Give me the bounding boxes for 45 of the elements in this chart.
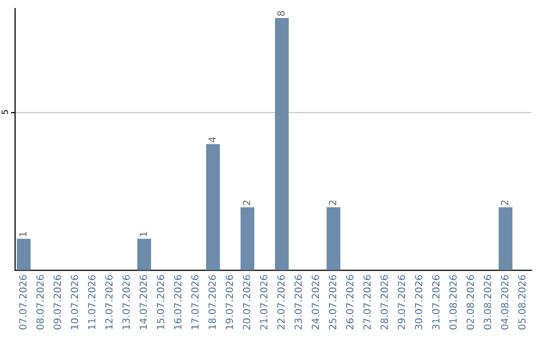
bar: [498, 207, 512, 270]
x-tick-label: 02.08.2026: [466, 275, 474, 330]
data-label: 2: [328, 200, 336, 206]
x-tick-label: 04.08.2026: [501, 275, 508, 330]
bar: [206, 144, 220, 270]
x-tick-label: 12.07.2026: [105, 275, 113, 330]
bar: [137, 238, 152, 270]
y-tick-label: 5: [2, 110, 8, 114]
x-tick-label: 08.07.2026: [36, 275, 44, 330]
x-tick-label: 01.08.2026: [449, 275, 457, 330]
bar: [326, 207, 340, 270]
data-label: 2: [242, 200, 250, 206]
bar: [240, 207, 254, 270]
x-tick-label: 16.07.2026: [174, 275, 182, 330]
x-tick-label: 15.07.2026: [156, 275, 164, 330]
x-tick-label: 21.07.2026: [260, 275, 268, 330]
x-tick-label: 19.07.2026: [226, 275, 234, 330]
data-label: 8: [277, 11, 285, 16]
x-tick-label: 24.07.2026: [312, 275, 320, 330]
x-tick-label: 29.07.2026: [398, 275, 406, 330]
data-label: 1: [19, 232, 26, 236]
x-tick-label: 28.07.2026: [380, 275, 388, 330]
x-tick-label: 05.08.2026: [518, 275, 526, 330]
x-tick-label: 23.07.2026: [294, 275, 302, 330]
bar: [16, 238, 31, 270]
x-tick-label: 27.07.2026: [363, 275, 371, 330]
x-tick-label: 10.07.2026: [70, 275, 78, 330]
x-tick-label: 17.07.2026: [191, 275, 199, 330]
x-tick-label: 30.07.2026: [414, 275, 422, 330]
x-tick-label: 14.07.2026: [140, 275, 147, 330]
x-tick-label: 18.07.2026: [208, 275, 216, 330]
bar: [274, 18, 289, 270]
x-tick-label: 31.07.2026: [432, 275, 440, 330]
x-tick-label: 13.07.2026: [122, 275, 130, 330]
x-tick-label: 09.07.2026: [54, 275, 61, 330]
data-label: 4: [208, 137, 216, 142]
data-label: 1: [140, 232, 147, 236]
data-label: 2: [501, 200, 508, 206]
x-tick-label: 03.08.2026: [484, 275, 492, 330]
x-tick-label: 20.07.2026: [242, 275, 250, 330]
x-tick-label: 22.07.2026: [277, 275, 285, 330]
x-tick-label: 07.07.2026: [19, 275, 27, 330]
x-tick-label: 11.07.2026: [88, 275, 96, 330]
x-tick-label: 26.07.2026: [346, 275, 354, 330]
x-tick-label: 25.07.2026: [328, 275, 336, 330]
